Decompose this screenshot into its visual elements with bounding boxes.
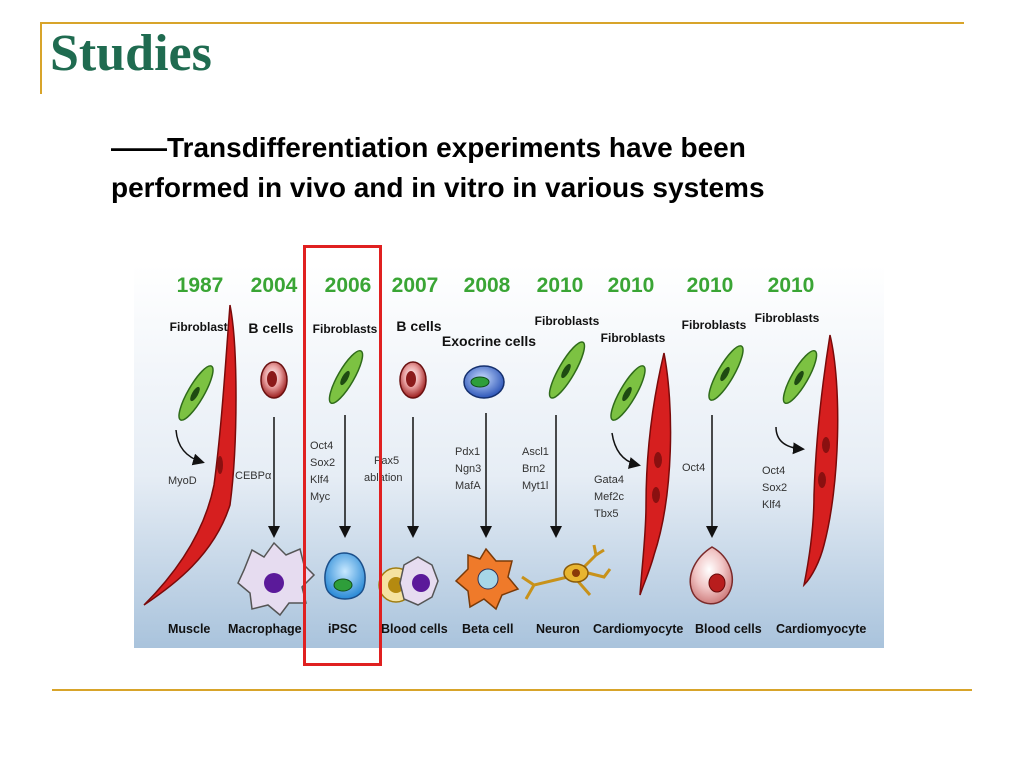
cardiomyocyte-cell: [639, 352, 672, 596]
factor-label: Ascl1: [522, 446, 549, 458]
factor-label: Sox2: [762, 482, 787, 494]
source-label: B cells: [248, 320, 293, 336]
target-labels: Muscle Macrophage iPSC Blood cells Beta …: [168, 622, 866, 636]
year-label: 2006: [325, 274, 372, 297]
conversion-arrow: [775, 426, 805, 455]
transdifferentiation-figure: 1987 2004 2006 2007 2008 2010 2010 2010 …: [134, 265, 884, 648]
muscle-cell: [143, 304, 237, 606]
top-divider-line: [40, 22, 964, 24]
source-label: Fibroblasts: [313, 322, 378, 336]
target-label: Blood cells: [381, 622, 448, 636]
nucleus: [406, 371, 416, 387]
source-label: Fibroblasts: [682, 318, 747, 332]
year-label: 2010: [608, 274, 655, 297]
figure-canvas: 1987 2004 2006 2007 2008 2010 2010 2010 …: [134, 265, 884, 648]
target-label: Cardiomyocyte: [593, 622, 683, 636]
factor-label: MafA: [455, 480, 481, 492]
nucleus: [470, 376, 490, 388]
factor-label: Myc: [310, 491, 331, 503]
title-accent-vertical-line: [40, 22, 42, 94]
target-label: Blood cells: [695, 622, 762, 636]
conversion-arrow: [611, 432, 641, 469]
source-label: Fibroblasts: [755, 311, 820, 325]
nucleus: [264, 573, 284, 593]
year-label: 1987: [177, 274, 224, 297]
year-label: 2010: [687, 274, 734, 297]
nucleus: [822, 437, 830, 453]
year-label: 2010: [537, 274, 584, 297]
subtitle-line-1: ——Transdifferentiation experiments have …: [111, 132, 746, 163]
nucleus: [412, 574, 430, 592]
factor-label: Ngn3: [455, 463, 481, 475]
nucleus: [622, 386, 632, 402]
factor-label: Klf4: [310, 474, 329, 486]
target-label: Macrophage: [228, 622, 302, 636]
nucleus: [217, 456, 223, 474]
nucleus: [652, 487, 660, 503]
factor-label: Mef2c: [594, 491, 624, 503]
nucleus: [340, 370, 350, 386]
nucleus: [190, 386, 200, 402]
factor-label: Oct4: [762, 465, 785, 477]
bottom-divider-line: [52, 689, 972, 691]
slide-subtitle: ——Transdifferentiation experiments have …: [111, 128, 941, 208]
source-label: Fibroblasts: [601, 331, 666, 345]
target-label: iPSC: [328, 622, 357, 636]
factor-label: Gata4: [594, 474, 624, 486]
factor-label: Myt1l: [522, 480, 548, 492]
year-label: 2008: [464, 274, 511, 297]
neuron-cell: [521, 544, 612, 600]
source-label: B cells: [396, 318, 441, 334]
source-label: Exocrine cells: [442, 333, 536, 349]
target-label: Cardiomyocyte: [776, 622, 866, 636]
factor-label: Klf4: [762, 499, 781, 511]
source-label: Fibroblasts: [535, 314, 600, 328]
nucleus: [720, 366, 730, 382]
target-label: Beta cell: [462, 622, 513, 636]
factor-label: Oct4: [310, 440, 333, 452]
nucleus: [794, 370, 804, 386]
year-label: 2010: [768, 274, 815, 297]
factor-label: Tbx5: [594, 508, 618, 520]
source-labels: Fibroblasts B cells Fibroblasts B cells …: [170, 311, 820, 349]
nucleus: [572, 569, 580, 577]
nucleus: [267, 371, 277, 387]
nucleus: [818, 472, 826, 488]
target-label: Muscle: [168, 622, 210, 636]
nucleus: [561, 363, 571, 379]
factor-label: ablation: [364, 472, 403, 484]
factor-label: CEBPα: [235, 470, 272, 482]
nucleus: [477, 568, 499, 590]
conversion-arrow: [175, 429, 205, 466]
target-label: Neuron: [536, 622, 580, 636]
subtitle-line-2: performed in vivo and in vitro in variou…: [111, 172, 765, 203]
factor-label: MyoD: [168, 475, 197, 487]
nucleus: [708, 573, 726, 593]
year-labels: 1987 2004 2006 2007 2008 2010 2010 2010 …: [177, 274, 815, 297]
year-label: 2004: [251, 274, 298, 297]
nucleus: [654, 452, 662, 468]
nucleus: [333, 578, 353, 592]
slide-title: Studies: [50, 25, 212, 82]
ipsc-highlight-box: [303, 245, 382, 666]
year-label: 2007: [392, 274, 439, 297]
factor-label: Oct4: [682, 462, 705, 474]
factor-label: Sox2: [310, 457, 335, 469]
source-label: Fibroblasts: [170, 320, 235, 334]
cardiomyocyte-cell: [802, 334, 839, 588]
factor-label: Pdx1: [455, 446, 480, 458]
factor-label: Brn2: [522, 463, 545, 475]
